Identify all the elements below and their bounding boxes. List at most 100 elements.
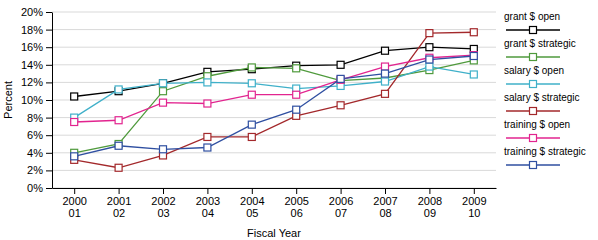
x-tick-label: 200203: [151, 195, 175, 220]
y-tick-mark: [46, 118, 52, 119]
point: [160, 88, 167, 95]
point: [426, 63, 433, 70]
legend-item: grant $ strategic: [504, 38, 576, 61]
point: [160, 80, 167, 87]
point: [470, 71, 477, 78]
point: [293, 65, 300, 72]
y-tick: 10%: [21, 94, 52, 106]
y-tick: 8%: [27, 112, 52, 124]
plot: 0%2%4%6%8%10%12%14%16%18%20%200001200102…: [21, 6, 497, 219]
y-tick: 0%: [27, 182, 52, 194]
y-tick-mark: [46, 47, 52, 48]
point: [293, 106, 300, 113]
y-tick-label: 16%: [21, 41, 43, 53]
x-tick-mark: [341, 188, 342, 194]
legend-marker: [530, 81, 537, 88]
point: [337, 61, 344, 68]
legend-item: grant $ open: [504, 11, 560, 34]
point: [115, 86, 122, 93]
point: [248, 80, 255, 87]
point: [160, 146, 167, 153]
legend-item: training $ strategic: [504, 146, 586, 169]
point: [115, 142, 122, 149]
legend: grant $ open grant $ strategic salary $ op…: [504, 11, 586, 169]
point: [382, 70, 389, 77]
point: [382, 78, 389, 85]
x-tick-label: 200809: [418, 195, 442, 220]
point: [248, 133, 255, 140]
point: [71, 119, 78, 126]
y-tick-mark: [46, 82, 52, 83]
x-tick-label: 200607: [329, 195, 353, 220]
point: [204, 144, 211, 151]
y-axis-title: Percent: [2, 81, 14, 119]
legend-marker: [530, 54, 537, 61]
x-tick-mark: [163, 188, 164, 194]
y-tick-label: 0%: [27, 182, 43, 194]
legend-marker: [530, 162, 537, 169]
chart: 0%2%4%6%8%10%12%14%16%18%20%200001200102…: [0, 0, 598, 240]
x-tick-label: 200910: [462, 195, 486, 220]
y-tick-label: 8%: [27, 112, 43, 124]
series-group: [71, 29, 478, 172]
point: [337, 102, 344, 109]
x-tick-label: 200304: [196, 195, 220, 220]
point: [470, 52, 477, 59]
series-line: [74, 60, 474, 152]
legend-marker: [530, 27, 537, 34]
point: [382, 47, 389, 54]
y-tick: 6%: [27, 129, 52, 141]
x-tick: 200809: [418, 188, 442, 219]
legend-label: salary $ open: [504, 65, 564, 76]
x-axis-title: Fiscal Year: [247, 227, 301, 239]
x-tick-label: 200506: [284, 195, 308, 220]
x-tick-mark: [385, 188, 386, 194]
y-tick-mark: [46, 12, 52, 13]
y-axis-line: [52, 13, 53, 189]
point: [426, 30, 433, 37]
point: [470, 29, 477, 36]
y-tick: 12%: [21, 76, 52, 88]
y-tick: 16%: [21, 41, 52, 53]
x-tick: 200910: [462, 188, 486, 219]
x-tick: 200102: [107, 188, 131, 219]
y-tick-mark: [46, 188, 52, 189]
grid-line: [52, 100, 496, 101]
x-tick-mark: [252, 188, 253, 194]
point: [160, 80, 167, 87]
series: [71, 57, 478, 156]
series-line: [74, 67, 474, 118]
legend-label: grant $ open: [504, 11, 560, 22]
grid: [52, 12, 496, 188]
x-tick: 200405: [240, 188, 264, 219]
y-tick-label: 14%: [21, 59, 43, 71]
y-tick-label: 4%: [27, 147, 43, 159]
legend-marker: [530, 135, 537, 142]
legend-marker: [530, 108, 537, 115]
point: [382, 63, 389, 70]
point: [204, 133, 211, 140]
y-tick-mark: [46, 170, 52, 171]
y-tick: 18%: [21, 24, 52, 36]
point: [115, 164, 122, 171]
legend-label: grant $ strategic: [504, 38, 576, 49]
x-tick-mark: [296, 188, 297, 194]
point: [204, 79, 211, 86]
x-tick: 200203: [151, 188, 175, 219]
y-tick: 2%: [27, 164, 52, 176]
grid-line: [52, 82, 496, 83]
y-tick-label: 6%: [27, 129, 43, 141]
legend-item: training $ open: [504, 119, 570, 142]
x-tick: 200001: [62, 188, 86, 219]
x-tick-label: 200405: [240, 195, 264, 220]
point: [71, 93, 78, 100]
point: [160, 99, 167, 106]
y-tick-label: 2%: [27, 164, 43, 176]
x-tick-mark: [474, 188, 475, 194]
y-tick: 14%: [21, 59, 52, 71]
x-tick: 200506: [284, 188, 308, 219]
y-tick-mark: [46, 153, 52, 154]
series: [71, 53, 478, 160]
point: [115, 117, 122, 124]
point: [248, 64, 255, 71]
